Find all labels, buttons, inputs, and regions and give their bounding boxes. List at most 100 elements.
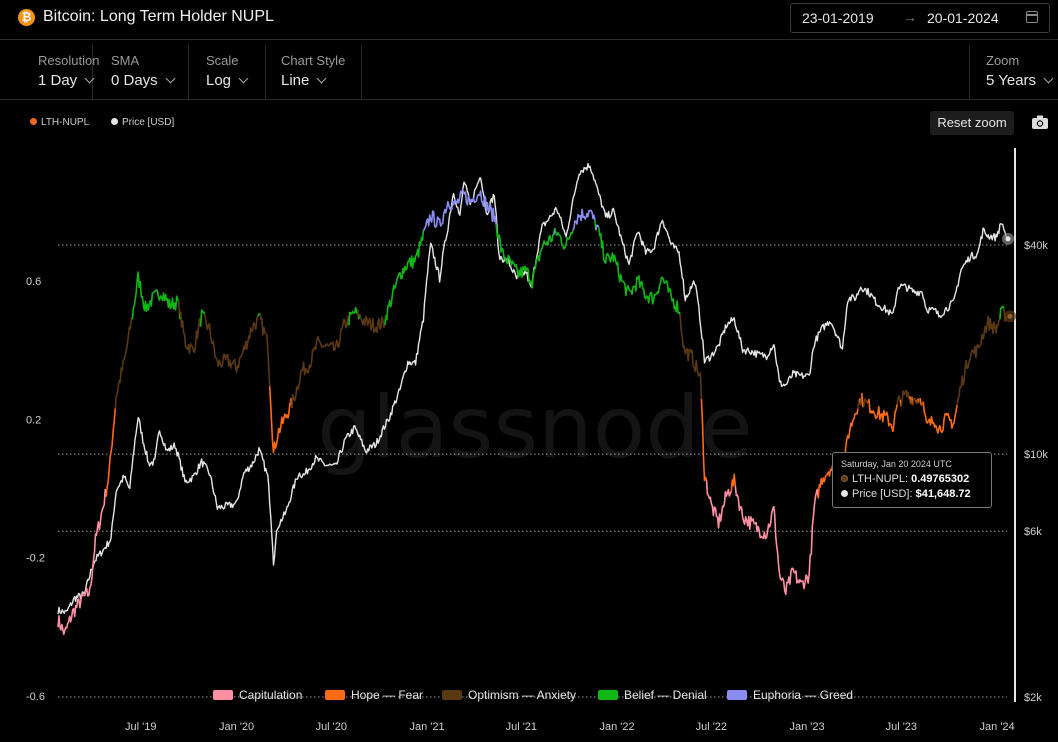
y-right-tick-label: $2k (1024, 692, 1042, 704)
lth-nupl-segment (922, 401, 958, 434)
y-axis-right: $40k $10k $6k $2k (1024, 240, 1048, 704)
legend-item-lth-nupl[interactable]: LTH-NUPL (30, 117, 89, 128)
lth-nupl-segment (422, 188, 497, 232)
x-tick-label: Jan '22 (600, 721, 635, 733)
lth-nupl-segment (572, 208, 596, 231)
lth-nupl-segment (730, 473, 737, 492)
y-right-tick-label: $10k (1024, 449, 1048, 461)
reset-zoom-button[interactable]: Reset zoom (930, 111, 1014, 135)
y-left-tick-label: -0.2 (26, 553, 45, 565)
x-tick-label: Jan '20 (219, 721, 254, 733)
x-tick-label: Jul '21 (506, 721, 537, 733)
lth-nupl-segment (900, 389, 911, 407)
x-tick-label: Jul '20 (316, 721, 347, 733)
legend-swatch (213, 690, 233, 700)
x-tick-label: Jan '21 (410, 721, 445, 733)
lth-nupl-segment (705, 479, 733, 529)
lth-nupl-segment (554, 228, 574, 250)
y-left-tick-label: -0.6 (26, 691, 45, 703)
lth-nupl-segment (259, 312, 271, 387)
y-left-tick-label: 0.6 (26, 276, 41, 288)
x-axis: Jul '19 Jan '20 Jul '20 Jan '21 Jul '21 Jan '… (125, 721, 1015, 733)
x-tick-label: Jan '24 (980, 721, 1015, 733)
chart-style-value[interactable]: Line (281, 72, 327, 89)
lth-nupl-segment (679, 314, 703, 400)
x-tick-label: Jul '19 (125, 721, 156, 733)
tooltip: Saturday, Jan 20 2024 UTC LTH-NUPL: 0.49… (832, 452, 992, 508)
chart-area[interactable]: glassnode 0.60.2-0.2-0.6 $40k$10k$6k$2k … (0, 140, 1058, 742)
lth-nupl-segment (114, 317, 133, 409)
legend-swatch (111, 118, 118, 125)
lth-nupl-segment (896, 395, 901, 405)
legend-swatch (841, 475, 848, 482)
chart-style-dropdown[interactable]: Chart Style Line (266, 45, 362, 99)
chart-controls: Resolution 1 Day SMA 0 Days Scale Log Ch… (0, 45, 1058, 100)
crosshair (1002, 148, 1016, 702)
tooltip-nupl-row: LTH-NUPL: 0.49765302 (841, 473, 969, 485)
legend-item-price[interactable]: Price [USD] (111, 117, 174, 128)
date-range-picker[interactable]: 23-01-2019 → 20-01-2024 (790, 3, 1050, 33)
scale-label: Scale (206, 53, 239, 68)
scale-value[interactable]: Log (206, 72, 249, 89)
lth-nupl-segment (956, 315, 1001, 406)
calendar-icon[interactable] (1025, 11, 1038, 23)
lth-nupl-segment (912, 397, 917, 406)
lth-nupl-segment (495, 224, 554, 289)
date-start[interactable]: 23-01-2019 (802, 10, 874, 26)
top-bar: ₿ Bitcoin: Long Term Holder NUPL 23-01-2… (0, 0, 1058, 40)
y-right-tick-label: $6k (1024, 526, 1042, 538)
lth-nupl-segment (105, 408, 117, 497)
arrow-right-icon: → (903, 9, 917, 25)
zoom-value[interactable]: 5 Years (986, 72, 1054, 89)
chevron-down-icon (165, 73, 176, 84)
sma-label: SMA (111, 53, 140, 68)
lth-nupl-segment (131, 271, 180, 320)
x-tick-label: Jul '23 (886, 721, 917, 733)
scale-dropdown[interactable]: Scale Log (189, 45, 266, 99)
legend-swatch (598, 690, 618, 700)
date-end[interactable]: 20-01-2024 (927, 10, 999, 26)
lth-nupl-segment (203, 314, 259, 373)
legend-swatch (442, 690, 462, 700)
zoom-dropdown[interactable]: Zoom 5 Years (969, 45, 1058, 99)
lth-nupl-segment (999, 305, 1005, 320)
lth-nupl-segment (595, 224, 600, 231)
bitcoin-icon: ₿ (18, 9, 35, 26)
chevron-down-icon (1043, 73, 1054, 84)
lth-nupl-segment (734, 485, 820, 596)
sma-value[interactable]: 0 Days (111, 72, 176, 89)
legend-item-hope-fear[interactable]: Hope — Fear (325, 688, 423, 702)
lth-nupl-segment (179, 311, 202, 354)
lth-nupl-segment (199, 309, 206, 327)
lth-nupl-segment (268, 386, 291, 454)
price-marker-dot (1005, 236, 1011, 242)
lth-nupl-segment (868, 399, 898, 433)
lth-nupl-segment (863, 398, 868, 408)
lth-nupl-segment (598, 227, 681, 315)
lth-nupl-segment (700, 398, 708, 482)
tooltip-nupl-value: 0.49765302 (911, 473, 970, 485)
tooltip-price-value: $41,648.72 (915, 488, 971, 500)
chevron-down-icon (238, 73, 249, 84)
y-axis-left: 0.6 0.2 -0.2 -0.6 (26, 276, 45, 703)
watermark: glassnode (317, 378, 752, 478)
page-title: Bitcoin: Long Term Holder NUPL (43, 8, 274, 25)
tooltip-date: Saturday, Jan 20 2024 UTC (841, 459, 952, 469)
legend-item-belief-denial[interactable]: Belief — Denial (598, 688, 707, 702)
camera-icon[interactable] (1030, 112, 1050, 132)
chart-style-label: Chart Style (281, 53, 346, 68)
y-left-tick-label: 0.2 (26, 414, 41, 426)
lth-nupl-marker-dot (1007, 313, 1013, 319)
resolution-value[interactable]: 1 Day (38, 72, 95, 89)
legend-swatch (727, 690, 747, 700)
lth-nupl-segment (57, 488, 107, 636)
lth-nupl-segment (358, 313, 386, 334)
legend-swatch (30, 118, 37, 125)
legend-swatch (325, 690, 345, 700)
sma-dropdown[interactable]: SMA 0 Days (93, 45, 189, 99)
legend-item-optimism-anxiety[interactable]: Optimism — Anxiety (442, 688, 576, 702)
legend-item-euphoria-greed[interactable]: Euphoria — Greed (727, 688, 853, 702)
resolution-label: Resolution (38, 53, 100, 68)
legend-item-capitulation[interactable]: Capitulation (213, 688, 302, 702)
resolution-dropdown[interactable]: Resolution 1 Day (0, 45, 99, 99)
